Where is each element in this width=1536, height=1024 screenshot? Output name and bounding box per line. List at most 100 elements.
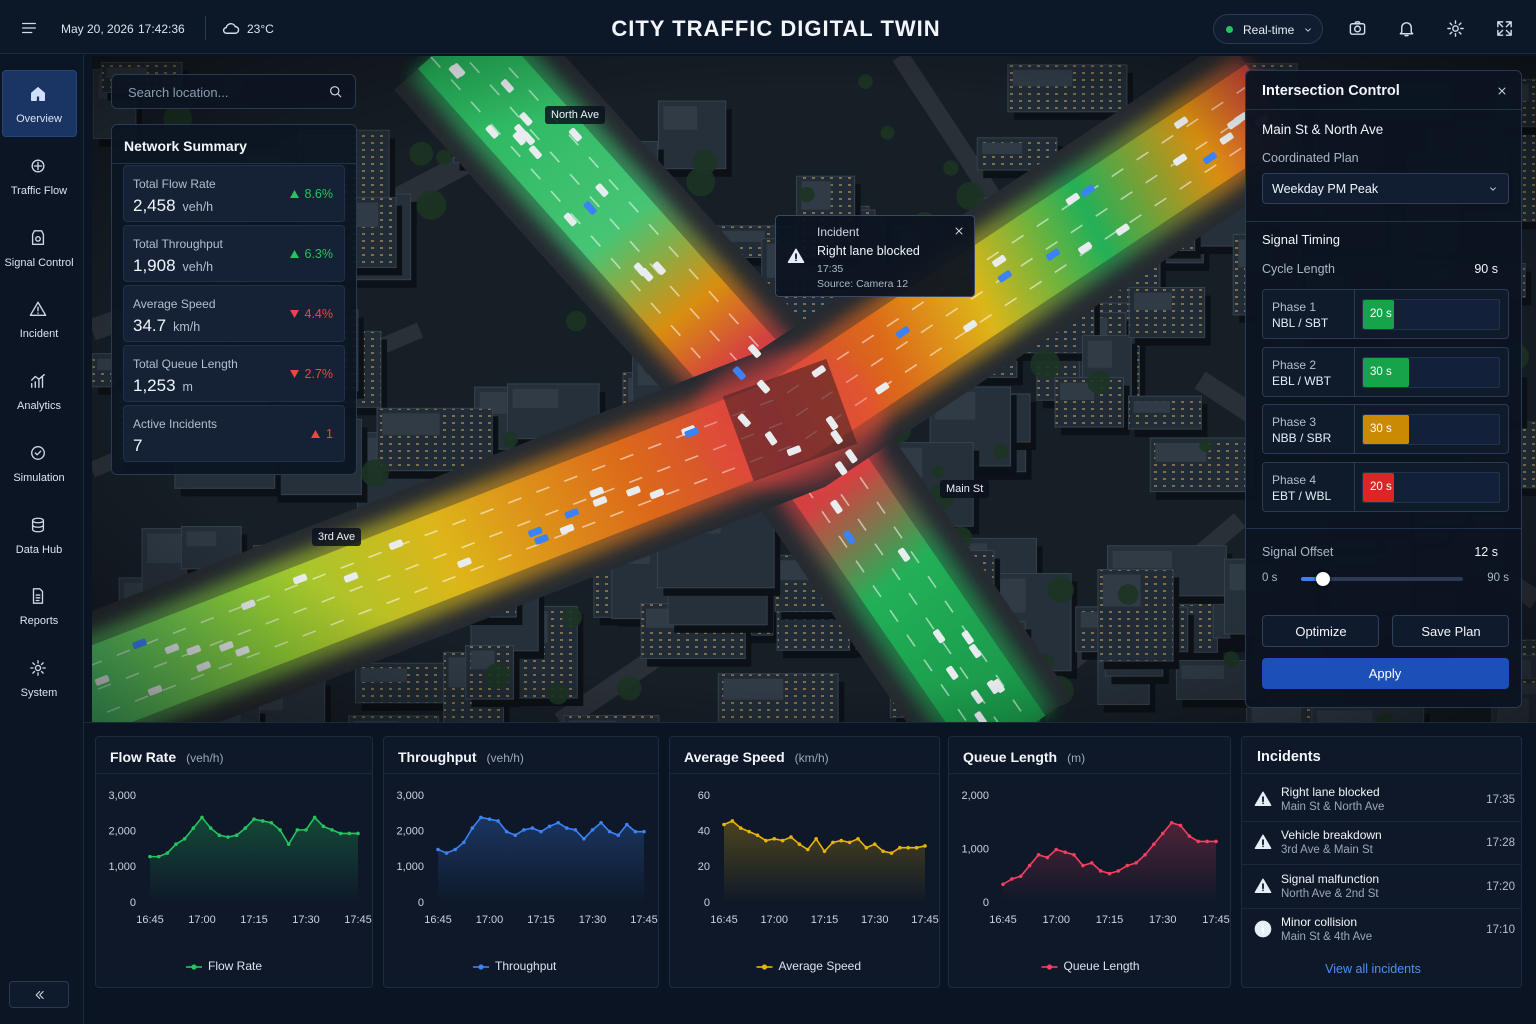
mode-toggle[interactable]: Real-time	[1213, 14, 1323, 44]
metric-label: Total Queue Length	[133, 357, 238, 371]
nav-icon-part	[31, 87, 45, 101]
x-tick-label: 17:45	[911, 914, 939, 926]
settings-button[interactable]	[1446, 19, 1465, 38]
point	[312, 815, 317, 820]
point	[260, 819, 265, 823]
nav-item[interactable]: Reports	[0, 572, 78, 639]
collapse-icon-part	[35, 990, 44, 1000]
slider-knob[interactable]	[1315, 572, 1330, 586]
intersection-name: Main St & North Ave	[1262, 122, 1384, 137]
nav-active-bg	[2, 70, 77, 137]
point	[436, 847, 440, 852]
nav-icon-part	[32, 588, 44, 605]
chart-header: Average Speed (km/h)	[684, 749, 829, 765]
incident-row[interactable]: Signal malfunction North Ave & 2nd St 17:2…	[1242, 866, 1521, 909]
search-box[interactable]: Search location...	[111, 74, 356, 109]
point	[1152, 842, 1156, 846]
panel-close[interactable]	[1496, 85, 1508, 97]
nav-item[interactable]: Analytics	[0, 357, 78, 424]
chart-divider	[670, 773, 939, 774]
page-title: CITY TRAFFIC DIGITAL TWIN	[611, 16, 941, 41]
mode-label: Real-time	[1243, 23, 1295, 37]
nav-item[interactable]: Data Hub	[0, 501, 78, 568]
nav-item[interactable]: Signal Control	[0, 214, 78, 281]
view-all-link[interactable]: View all incidents	[1325, 962, 1421, 976]
phase-name: Phase 4	[1272, 472, 1317, 487]
offset-value: 12 s	[1474, 545, 1498, 559]
chart-divider	[949, 773, 1230, 774]
point	[269, 820, 274, 825]
point	[1160, 831, 1165, 836]
x-tick-label: 16:45	[424, 914, 452, 926]
point	[772, 837, 777, 841]
incident-row[interactable]: Minor collision Main St & 4th Ave 17:10	[1242, 909, 1521, 952]
phase-track: 20 s	[1362, 471, 1500, 503]
slider-fill	[1301, 577, 1323, 581]
dropdown-chevron-part	[1490, 187, 1496, 191]
apply-button[interactable]: Apply	[1262, 658, 1509, 689]
point	[165, 851, 170, 855]
panel-button[interactable]: Save Plan	[1392, 615, 1509, 647]
metric-unit: veh/h	[182, 260, 214, 274]
y-tick-label: 2,000	[108, 826, 136, 838]
y-tick-label: 40	[698, 826, 710, 838]
point	[243, 826, 248, 830]
point	[573, 828, 578, 832]
popup-close[interactable]	[953, 225, 965, 237]
phase-track: 30 s	[1362, 356, 1500, 388]
nav-item[interactable]: Simulation	[0, 429, 78, 496]
offset-slider[interactable]	[1301, 572, 1463, 586]
point	[191, 826, 196, 830]
phase-duration: 20 s	[1370, 308, 1392, 320]
point	[487, 817, 492, 821]
incident-row[interactable]: Right lane blocked Main St & North Ave 17:…	[1242, 779, 1521, 822]
point	[234, 833, 239, 838]
point	[872, 842, 877, 846]
notifications-button[interactable]	[1397, 19, 1416, 38]
weather-icon-part	[222, 23, 240, 34]
phase-name: Phase 1	[1272, 300, 1317, 314]
point	[1027, 863, 1032, 868]
nav-item[interactable]: Incident	[0, 285, 78, 352]
camera-button[interactable]	[1348, 19, 1367, 38]
point	[814, 837, 818, 841]
nav-item[interactable]: System	[0, 644, 78, 711]
point	[898, 845, 902, 850]
phase-movement: EBT / WBL	[1272, 488, 1332, 503]
incident-popup[interactable]: Incident Right lane blocked 17:35 Source: C…	[775, 215, 975, 297]
panel-divider	[1242, 773, 1521, 774]
point	[156, 854, 161, 859]
y-tick-label: 2,000	[961, 790, 989, 802]
point	[1063, 850, 1067, 854]
nav-label: Simulation	[13, 471, 65, 484]
metric-value: 34.7 km/h	[133, 316, 200, 336]
panel-button[interactable]: Optimize	[1262, 615, 1379, 647]
point	[864, 845, 869, 850]
point	[530, 826, 535, 830]
metric-number: 34.7	[133, 316, 167, 335]
point	[1214, 839, 1218, 844]
fullscreen-button[interactable]	[1495, 19, 1514, 38]
plan-dropdown[interactable]: Weekday PM Peak	[1262, 173, 1509, 204]
phase-duration: 20 s	[1370, 480, 1392, 493]
point	[252, 817, 256, 821]
street-label: 3rd Ave	[312, 528, 362, 546]
camera-button-part	[1349, 23, 1366, 35]
nav-item[interactable]: Overview	[0, 70, 78, 137]
nav-icon-part	[35, 235, 41, 242]
point	[286, 842, 291, 846]
legend-dot	[761, 964, 768, 970]
menu-button[interactable]	[20, 19, 38, 37]
incident-row[interactable]: Vehicle breakdown 3rd Ave & Main St 17:28	[1242, 822, 1521, 866]
phase-track: 20 s	[1362, 299, 1500, 330]
collapse-button[interactable]	[9, 981, 69, 1008]
point	[504, 829, 509, 834]
y-tick-label: 0	[983, 897, 989, 909]
nav-item[interactable]: Traffic Flow	[0, 142, 78, 209]
incident-title: Minor collision	[1281, 914, 1358, 929]
incident-icon-part	[795, 259, 797, 262]
point	[1116, 869, 1121, 873]
trend-arrow	[289, 250, 299, 258]
point	[607, 829, 612, 834]
nav-icon	[31, 445, 45, 460]
